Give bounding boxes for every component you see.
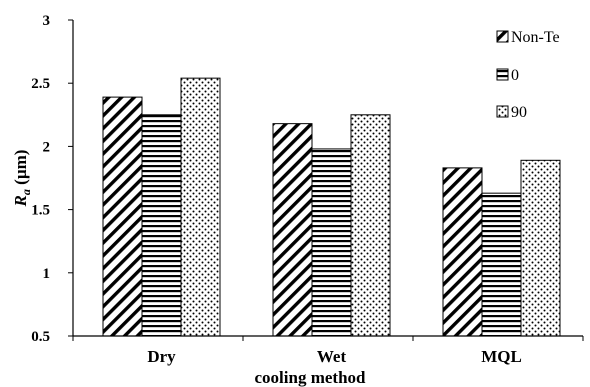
- x-axis-title: cooling method: [255, 368, 367, 387]
- bar-wet-0: [311, 148, 352, 337]
- y-axis-title-main: R: [11, 195, 30, 207]
- bar-mql-0: [481, 192, 522, 337]
- legend-label: 90: [511, 104, 527, 121]
- y-axis-title-unit: (µm): [11, 150, 30, 190]
- bar-mql-90: [520, 159, 561, 337]
- y-tick-label: 0.5: [31, 329, 50, 345]
- y-tick-label: 1: [43, 266, 51, 282]
- legend-label: 0: [511, 67, 519, 84]
- y-tick-label: 2: [43, 139, 51, 155]
- bar-wet-non-te: [272, 123, 313, 337]
- y-axis-title-sub: a: [19, 189, 33, 195]
- bars-group: [102, 77, 561, 337]
- y-tick-label: 3: [43, 13, 51, 29]
- bar-wet-90: [350, 114, 391, 337]
- x-category-label: Wet: [317, 347, 347, 366]
- x-category-labels: Dry Wet MQL: [147, 347, 521, 366]
- legend-label: Non-Te: [511, 29, 560, 46]
- bar-dry-90: [180, 77, 221, 337]
- legend: Non-Te 0 90: [496, 29, 560, 121]
- axes-group: [68, 19, 584, 341]
- bar-mql-non-te: [442, 167, 483, 337]
- bar-dry-non-te: [102, 96, 143, 337]
- legend-swatch: [496, 30, 509, 43]
- legend-swatch: [496, 105, 509, 118]
- y-tick-labels: 0.5 1 1.5 2 2.5 3: [31, 13, 50, 345]
- y-tick-label: 2.5: [31, 76, 50, 92]
- bar-dry-0: [141, 114, 182, 337]
- x-category-label: MQL: [481, 347, 522, 366]
- y-tick-label: 1.5: [31, 203, 50, 219]
- legend-swatch: [496, 68, 509, 81]
- x-category-label: Dry: [147, 347, 176, 366]
- y-axis-title: Ra (µm): [11, 150, 33, 208]
